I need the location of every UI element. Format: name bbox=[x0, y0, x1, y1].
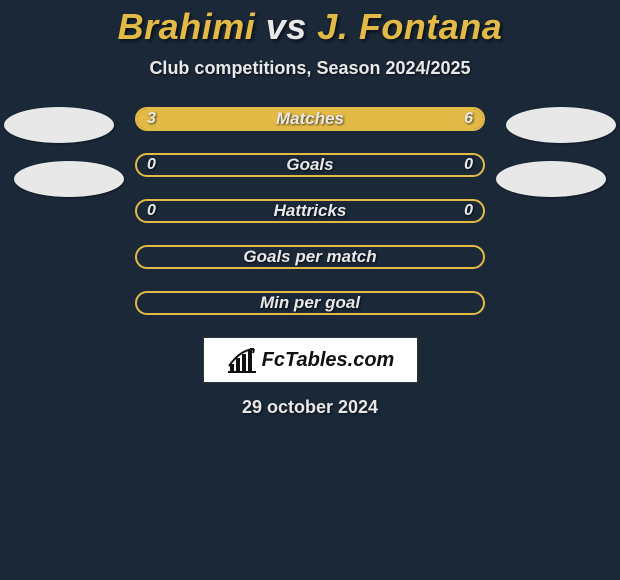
stat-label: Goals per match bbox=[243, 247, 376, 267]
logo-text: FcTables.com bbox=[262, 349, 395, 372]
title-vs: vs bbox=[266, 6, 307, 47]
side-ellipse bbox=[4, 107, 114, 143]
stat-label: Hattricks bbox=[274, 201, 347, 221]
stat-row: 0 0 Goals bbox=[135, 153, 485, 177]
side-ellipse bbox=[14, 161, 124, 197]
player1-name: Brahimi bbox=[118, 6, 256, 47]
stat-row: 0 0 Hattricks bbox=[135, 199, 485, 223]
bar-chart-icon bbox=[226, 346, 258, 374]
stats-content: 3 6 Matches 0 0 Goals 0 0 Hattricks Goals per mat… bbox=[0, 107, 620, 418]
stat-label: Goals bbox=[286, 155, 333, 175]
date-text: 29 october 2024 bbox=[0, 397, 620, 418]
comparison-title: Brahimi vs J. Fontana bbox=[0, 0, 620, 48]
subtitle: Club competitions, Season 2024/2025 bbox=[0, 58, 620, 79]
stat-row: Goals per match bbox=[135, 245, 485, 269]
stat-value-right: 0 bbox=[464, 156, 473, 174]
logo-prefix: Fc bbox=[262, 349, 285, 371]
stat-value-left: 0 bbox=[147, 156, 156, 174]
side-ellipse bbox=[496, 161, 606, 197]
stat-label: Min per goal bbox=[260, 293, 360, 313]
stat-row: 3 6 Matches bbox=[135, 107, 485, 131]
stat-value-left: 3 bbox=[147, 110, 156, 128]
logo-suffix: .com bbox=[348, 349, 395, 371]
stat-value-right: 0 bbox=[464, 202, 473, 220]
stat-value-left: 0 bbox=[147, 202, 156, 220]
logo-main: Tables bbox=[285, 349, 348, 371]
side-ellipse bbox=[506, 107, 616, 143]
stat-row: Min per goal bbox=[135, 291, 485, 315]
player2-name: J. Fontana bbox=[317, 6, 502, 47]
stat-label: Matches bbox=[276, 109, 344, 129]
stat-value-right: 6 bbox=[464, 110, 473, 128]
fctables-logo: FcTables.com bbox=[203, 337, 418, 383]
